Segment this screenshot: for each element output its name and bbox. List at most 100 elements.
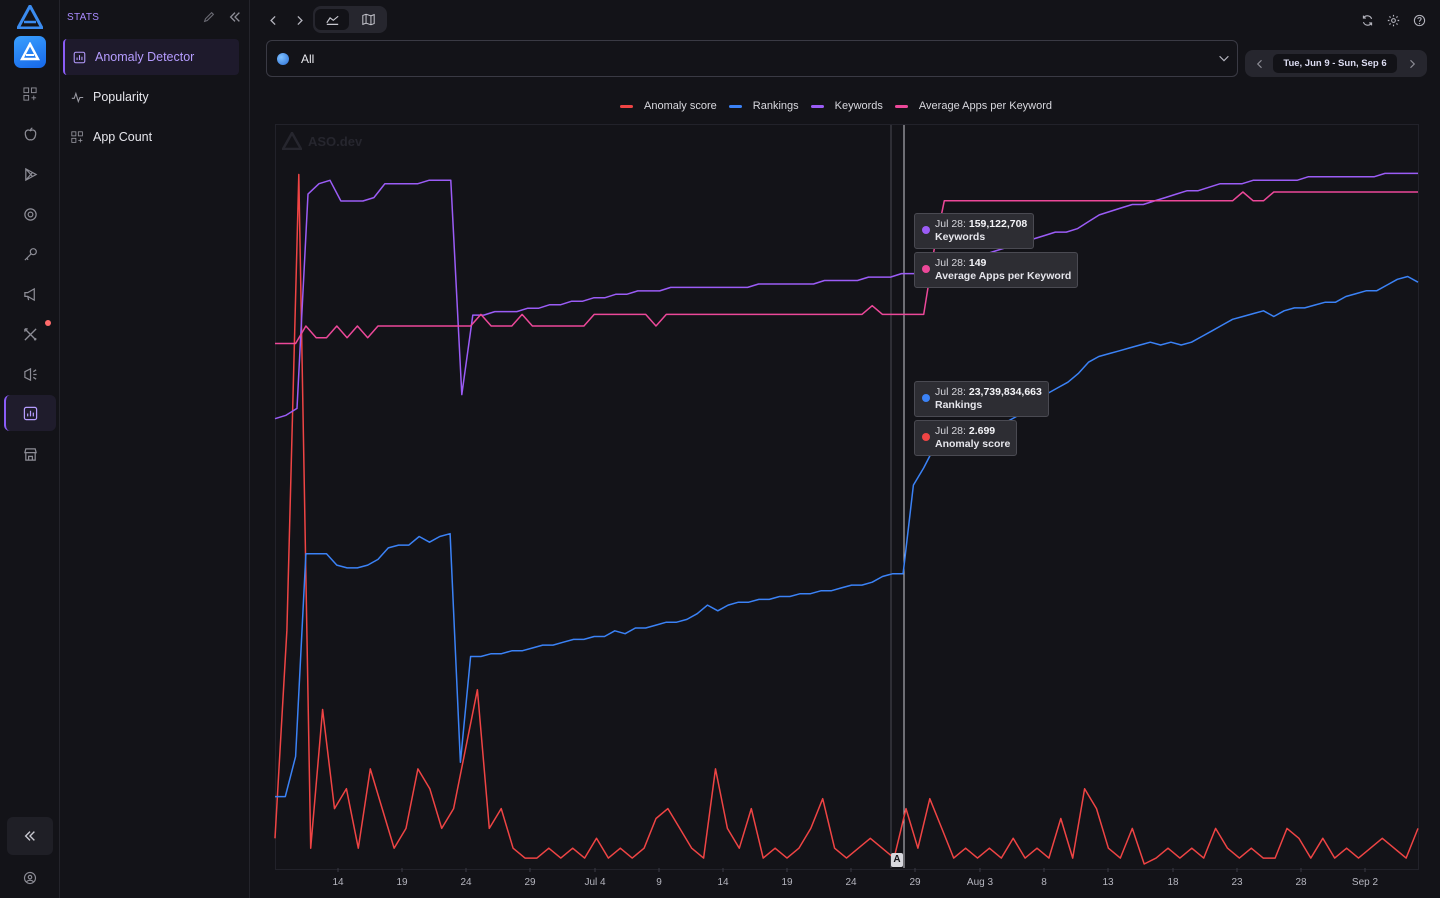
tooltip-series: Keywords [935,231,986,243]
stats-sidebar: STATS Anomaly Detector Popularity App Co… [60,0,250,898]
x-tick-label: 14 [332,877,344,888]
legend-item-rankings[interactable]: Rankings [728,100,799,112]
play-store-icon[interactable] [20,164,40,184]
tooltip-dot [922,394,930,402]
store-icon[interactable] [20,444,40,464]
x-tick-label: 24 [460,877,472,888]
tooltip-date: Jul 28: [935,257,969,269]
chart-legend: Anomaly score Rankings Keywords Average … [620,98,1064,114]
watermark-text: ASO.dev [308,133,363,149]
user-circle-icon[interactable] [20,868,40,888]
chart-plot-area[interactable] [275,124,1419,870]
watermark: ASO.dev [282,132,362,150]
legend-label: Anomaly score [644,100,717,112]
apps-icon[interactable] [20,84,40,104]
country-select-value: All [301,51,315,66]
target-icon[interactable] [20,204,40,224]
legend-label: Average Apps per Keyword [918,100,1053,112]
x-tick-label: 19 [781,877,793,888]
legend-label: Rankings [752,100,799,112]
gear-icon[interactable] [1383,10,1403,30]
x-tick-label: 23 [1231,877,1243,888]
tooltip-dot [922,265,930,273]
tooltip-dot [922,433,930,441]
sidebar-item-app-count[interactable]: App Count [63,119,239,155]
grid-plus-icon [71,130,85,144]
series-line-average-apps-per-keyword [275,191,1418,345]
sidebar-item-anomaly-detector[interactable]: Anomaly Detector [63,39,239,75]
x-tick-label: Sep 2 [1352,877,1379,888]
x-tick-label: 18 [1167,877,1179,888]
x-tick-label: 29 [524,877,536,888]
ads-icon[interactable] [20,364,40,384]
x-tick-label: 28 [1295,877,1307,888]
tooltip-dot [922,226,930,234]
double-chevron-left-icon[interactable] [7,817,53,855]
icon-rail [0,0,60,898]
chevron-down-icon [1217,51,1231,65]
x-tick-label: 24 [845,877,857,888]
stats-icon[interactable] [20,403,40,423]
sidebar-item-label: App Count [93,130,153,144]
legend-swatch [894,104,908,108]
pulse-icon [71,90,85,104]
apple-icon[interactable] [20,124,40,144]
x-tick-label: 19 [396,877,408,888]
previous-period-icon[interactable] [1251,55,1269,73]
legend-label: Keywords [834,100,883,112]
x-tick-label: 29 [909,877,921,888]
app-avatar-icon[interactable] [14,36,46,68]
x-tick-label: 9 [656,877,662,888]
collapse-sidebar-icon[interactable] [228,10,244,26]
megaphone-icon[interactable] [20,284,40,304]
tooltip-value: 149 [968,257,987,269]
x-tick-label: 14 [717,877,729,888]
country-select[interactable]: All [266,40,1238,77]
legend-item-anomaly[interactable]: Anomaly score [620,100,717,112]
x-tick-label: 13 [1102,877,1114,888]
line-chart-view-icon[interactable] [315,9,349,30]
tooltip-date: Jul 28: [935,425,969,437]
x-tick-label: 8 [1041,877,1047,888]
globe-icon [277,52,289,65]
tooltip-keywords: Jul 28: 159,122,708 Keywords [914,213,1035,249]
tooltip-value: 23,739,834,663 [968,386,1042,398]
map-view-icon[interactable] [351,9,385,30]
key-icon[interactable] [20,244,40,264]
sidebar-item-popularity[interactable]: Popularity [63,79,239,115]
legend-swatch [620,104,633,108]
view-toggle [313,6,387,33]
next-period-icon[interactable] [1403,55,1421,73]
tools-icon[interactable] [20,324,40,344]
date-range-label[interactable]: Tue, Jun 9 - Sun, Sep 6 [1273,54,1397,73]
brand-logo-icon[interactable] [15,2,45,30]
pencil-icon[interactable] [202,10,218,26]
tooltip-value: 159,122,708 [968,218,1028,230]
tooltip-series: Anomaly score [935,438,1011,450]
legend-swatch [728,104,742,108]
chevron-left-icon[interactable] [263,10,283,30]
annotation-marker[interactable]: A [891,853,903,867]
chart-box-icon [73,50,87,64]
legend-swatch [810,104,824,108]
sidebar-item-label: Popularity [93,90,149,104]
series-line-anomaly-score [274,173,1419,865]
tooltip-date: Jul 28: [935,386,969,398]
series-line-keywords [274,172,1418,420]
tooltip-series: Average Apps per Keyword [935,270,1072,282]
x-tick-label: Jul 4 [584,877,606,888]
notification-dot [45,320,51,326]
chevron-right-icon[interactable] [289,10,309,30]
refresh-icon[interactable] [1357,10,1377,30]
series-line-rankings [275,275,1419,798]
help-icon[interactable] [1409,10,1429,30]
tooltip-rankings: Jul 28: 23,739,834,663 Rankings [914,381,1049,417]
legend-item-avg-apps[interactable]: Average Apps per Keyword [894,100,1053,112]
x-tick-label: Aug 3 [967,877,994,888]
legend-item-keywords[interactable]: Keywords [810,100,883,112]
tooltip-value: 2.699 [968,425,996,437]
sidebar-item-label: Anomaly Detector [95,50,195,64]
sidebar-section-title: STATS [67,12,100,23]
